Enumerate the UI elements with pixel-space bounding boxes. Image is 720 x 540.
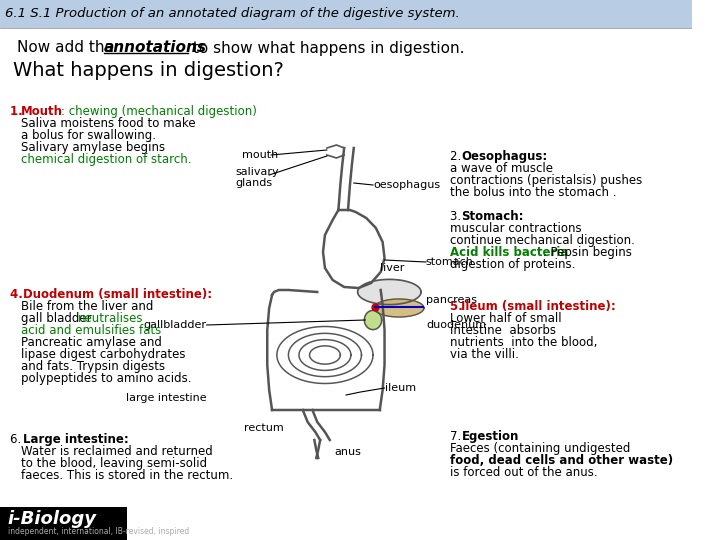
Text: a wave of muscle: a wave of muscle (450, 162, 553, 175)
Text: Salivary amylase begins: Salivary amylase begins (21, 141, 166, 154)
Text: pancreas: pancreas (426, 295, 477, 305)
Text: 1.: 1. (9, 105, 27, 118)
Text: Stomach:: Stomach: (462, 210, 524, 223)
Text: oesophagus: oesophagus (373, 180, 440, 190)
Text: Saliva moistens food to make: Saliva moistens food to make (21, 117, 196, 130)
Text: Duodenum (small intestine):: Duodenum (small intestine): (23, 288, 212, 301)
Polygon shape (364, 310, 382, 329)
Text: 7.: 7. (450, 430, 465, 443)
Polygon shape (358, 279, 421, 305)
Text: 4.: 4. (9, 288, 27, 301)
Text: salivary: salivary (235, 167, 279, 177)
Text: chemical digestion of starch.: chemical digestion of starch. (21, 153, 192, 166)
Polygon shape (374, 299, 424, 317)
Text: lipase digest carbohydrates: lipase digest carbohydrates (21, 348, 186, 361)
Text: anus: anus (335, 447, 361, 457)
Text: Lower half of small: Lower half of small (450, 312, 562, 325)
Text: annotations: annotations (104, 40, 207, 56)
Text: via the villi.: via the villi. (450, 348, 519, 361)
Text: liver: liver (379, 263, 404, 273)
Text: 5.: 5. (450, 300, 467, 313)
Text: large intestine: large intestine (126, 393, 207, 403)
Text: Pancreatic amylase and: Pancreatic amylase and (21, 336, 162, 349)
Text: faeces. This is stored in the rectum.: faeces. This is stored in the rectum. (21, 469, 233, 482)
Text: Ileum (small intestine):: Ileum (small intestine): (462, 300, 616, 313)
Text: Water is reclaimed and returned: Water is reclaimed and returned (21, 445, 213, 458)
Text: gallbladder: gallbladder (144, 320, 207, 330)
Text: rectum: rectum (244, 423, 284, 433)
Text: stomach: stomach (426, 257, 474, 267)
FancyBboxPatch shape (0, 507, 127, 540)
Text: nutrients  into the blood,: nutrients into the blood, (450, 336, 598, 349)
Text: continue mechanical digestion.: continue mechanical digestion. (450, 234, 635, 247)
Text: i-Biology: i-Biology (8, 510, 96, 528)
Text: 6.1 S.1 Production of an annotated diagram of the digestive system.: 6.1 S.1 Production of an annotated diagr… (5, 8, 459, 21)
Text: the bolus into the stomach .: the bolus into the stomach . (450, 186, 616, 199)
Text: Faeces (containing undigested: Faeces (containing undigested (450, 442, 630, 455)
Text: Egestion: Egestion (462, 430, 519, 443)
Text: Acid kills bacteria: Acid kills bacteria (450, 246, 568, 259)
Text: muscular contractions: muscular contractions (450, 222, 582, 235)
Text: mouth: mouth (242, 150, 279, 160)
Text: glands: glands (235, 178, 273, 188)
Text: duodenum: duodenum (426, 320, 486, 330)
FancyBboxPatch shape (0, 0, 692, 28)
Text: food, dead cells and other waste): food, dead cells and other waste) (450, 454, 673, 467)
Text: . Pepsin begins: . Pepsin begins (543, 246, 632, 259)
Text: 6.: 6. (9, 433, 24, 446)
Text: .: . (120, 324, 123, 337)
Text: Mouth: Mouth (21, 105, 63, 118)
Text: intestine  absorbs: intestine absorbs (450, 324, 556, 337)
Text: Large intestine:: Large intestine: (23, 433, 129, 446)
Text: polypeptides to amino acids.: polypeptides to amino acids. (21, 372, 192, 385)
Text: Bile from the liver and: Bile from the liver and (21, 300, 153, 313)
Text: to show what happens in digestion.: to show what happens in digestion. (189, 40, 465, 56)
Text: independent, international, IB-revised, inspired: independent, international, IB-revised, … (8, 526, 189, 536)
Text: digestion of proteins.: digestion of proteins. (450, 258, 575, 271)
Text: acid and emulsifies fats: acid and emulsifies fats (21, 324, 161, 337)
Text: Oesophagus:: Oesophagus: (462, 150, 548, 163)
Text: Now add the: Now add the (17, 40, 120, 56)
Text: ileum: ileum (384, 383, 415, 393)
Text: gall bladder: gall bladder (21, 312, 96, 325)
Text: What happens in digestion?: What happens in digestion? (14, 60, 284, 79)
Text: 2.: 2. (450, 150, 465, 163)
Text: neutralises: neutralises (78, 312, 143, 325)
Text: contractions (peristalsis) pushes: contractions (peristalsis) pushes (450, 174, 642, 187)
Text: to the blood, leaving semi-solid: to the blood, leaving semi-solid (21, 457, 207, 470)
Text: is forced out of the anus.: is forced out of the anus. (450, 466, 598, 479)
Text: a bolus for swallowing.: a bolus for swallowing. (21, 129, 156, 142)
Text: and fats. Trypsin digests: and fats. Trypsin digests (21, 360, 166, 373)
Text: : chewing (mechanical digestion): : chewing (mechanical digestion) (60, 105, 256, 118)
Text: 3.: 3. (450, 210, 465, 223)
